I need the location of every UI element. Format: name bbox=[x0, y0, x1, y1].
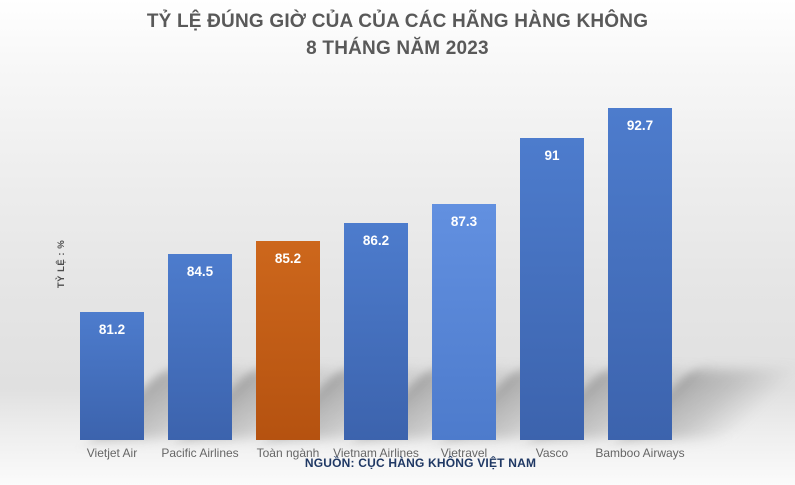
bar-vasco: 91 bbox=[520, 138, 584, 440]
chart-title: TỶ LỆ ĐÚNG GIỜ CỦA CỦA CÁC HÃNG HÀNG KHÔ… bbox=[0, 8, 795, 62]
value-label-vasco: 91 bbox=[544, 148, 560, 163]
bar-vietjet-air: 81.2 bbox=[80, 312, 144, 440]
chart-title-line-1: TỶ LỆ ĐÚNG GIỜ CỦA CỦA CÁC HÃNG HÀNG KHÔ… bbox=[146, 11, 649, 32]
category-label-vietjet-air: Vietjet Air bbox=[86, 446, 138, 460]
category-label-bamboo-airways: Bamboo Airways bbox=[595, 446, 685, 460]
category-label-vietnam-airlines: Vietnam Airlines bbox=[333, 446, 419, 460]
category-label-pacific-airlines: Pacific Airlines bbox=[161, 446, 239, 460]
bar-bamboo-airways: 92.7 bbox=[608, 108, 672, 440]
bar-toan-nganh: 85.2 bbox=[256, 241, 320, 440]
value-label-pacific-airlines: 84.5 bbox=[186, 264, 214, 279]
value-label-bamboo-airways: 92.7 bbox=[626, 118, 654, 133]
value-label-vietjet-air: 81.2 bbox=[98, 322, 126, 337]
bar-vietnam-airlines: 86.2 bbox=[344, 223, 408, 440]
bar-vietravel: 87.3 bbox=[432, 204, 496, 440]
bar-pacific-airlines: 84.5 bbox=[168, 254, 232, 440]
category-label-vietravel: Vietravel bbox=[440, 446, 488, 460]
source-note: NGUỒN: CỤC HÀNG KHÔNG VIỆT NAM bbox=[304, 456, 537, 470]
value-label-vietravel: 87.3 bbox=[450, 214, 478, 229]
value-label-vietnam-airlines: 86.2 bbox=[362, 233, 390, 248]
category-label-toan-nganh: Toàn ngành bbox=[256, 446, 320, 460]
category-label-vasco: Vasco bbox=[535, 446, 569, 460]
chart-title-line-2: 8 THÁNG NĂM 2023 bbox=[306, 38, 489, 59]
value-label-toan-nganh: 85.2 bbox=[274, 251, 302, 266]
